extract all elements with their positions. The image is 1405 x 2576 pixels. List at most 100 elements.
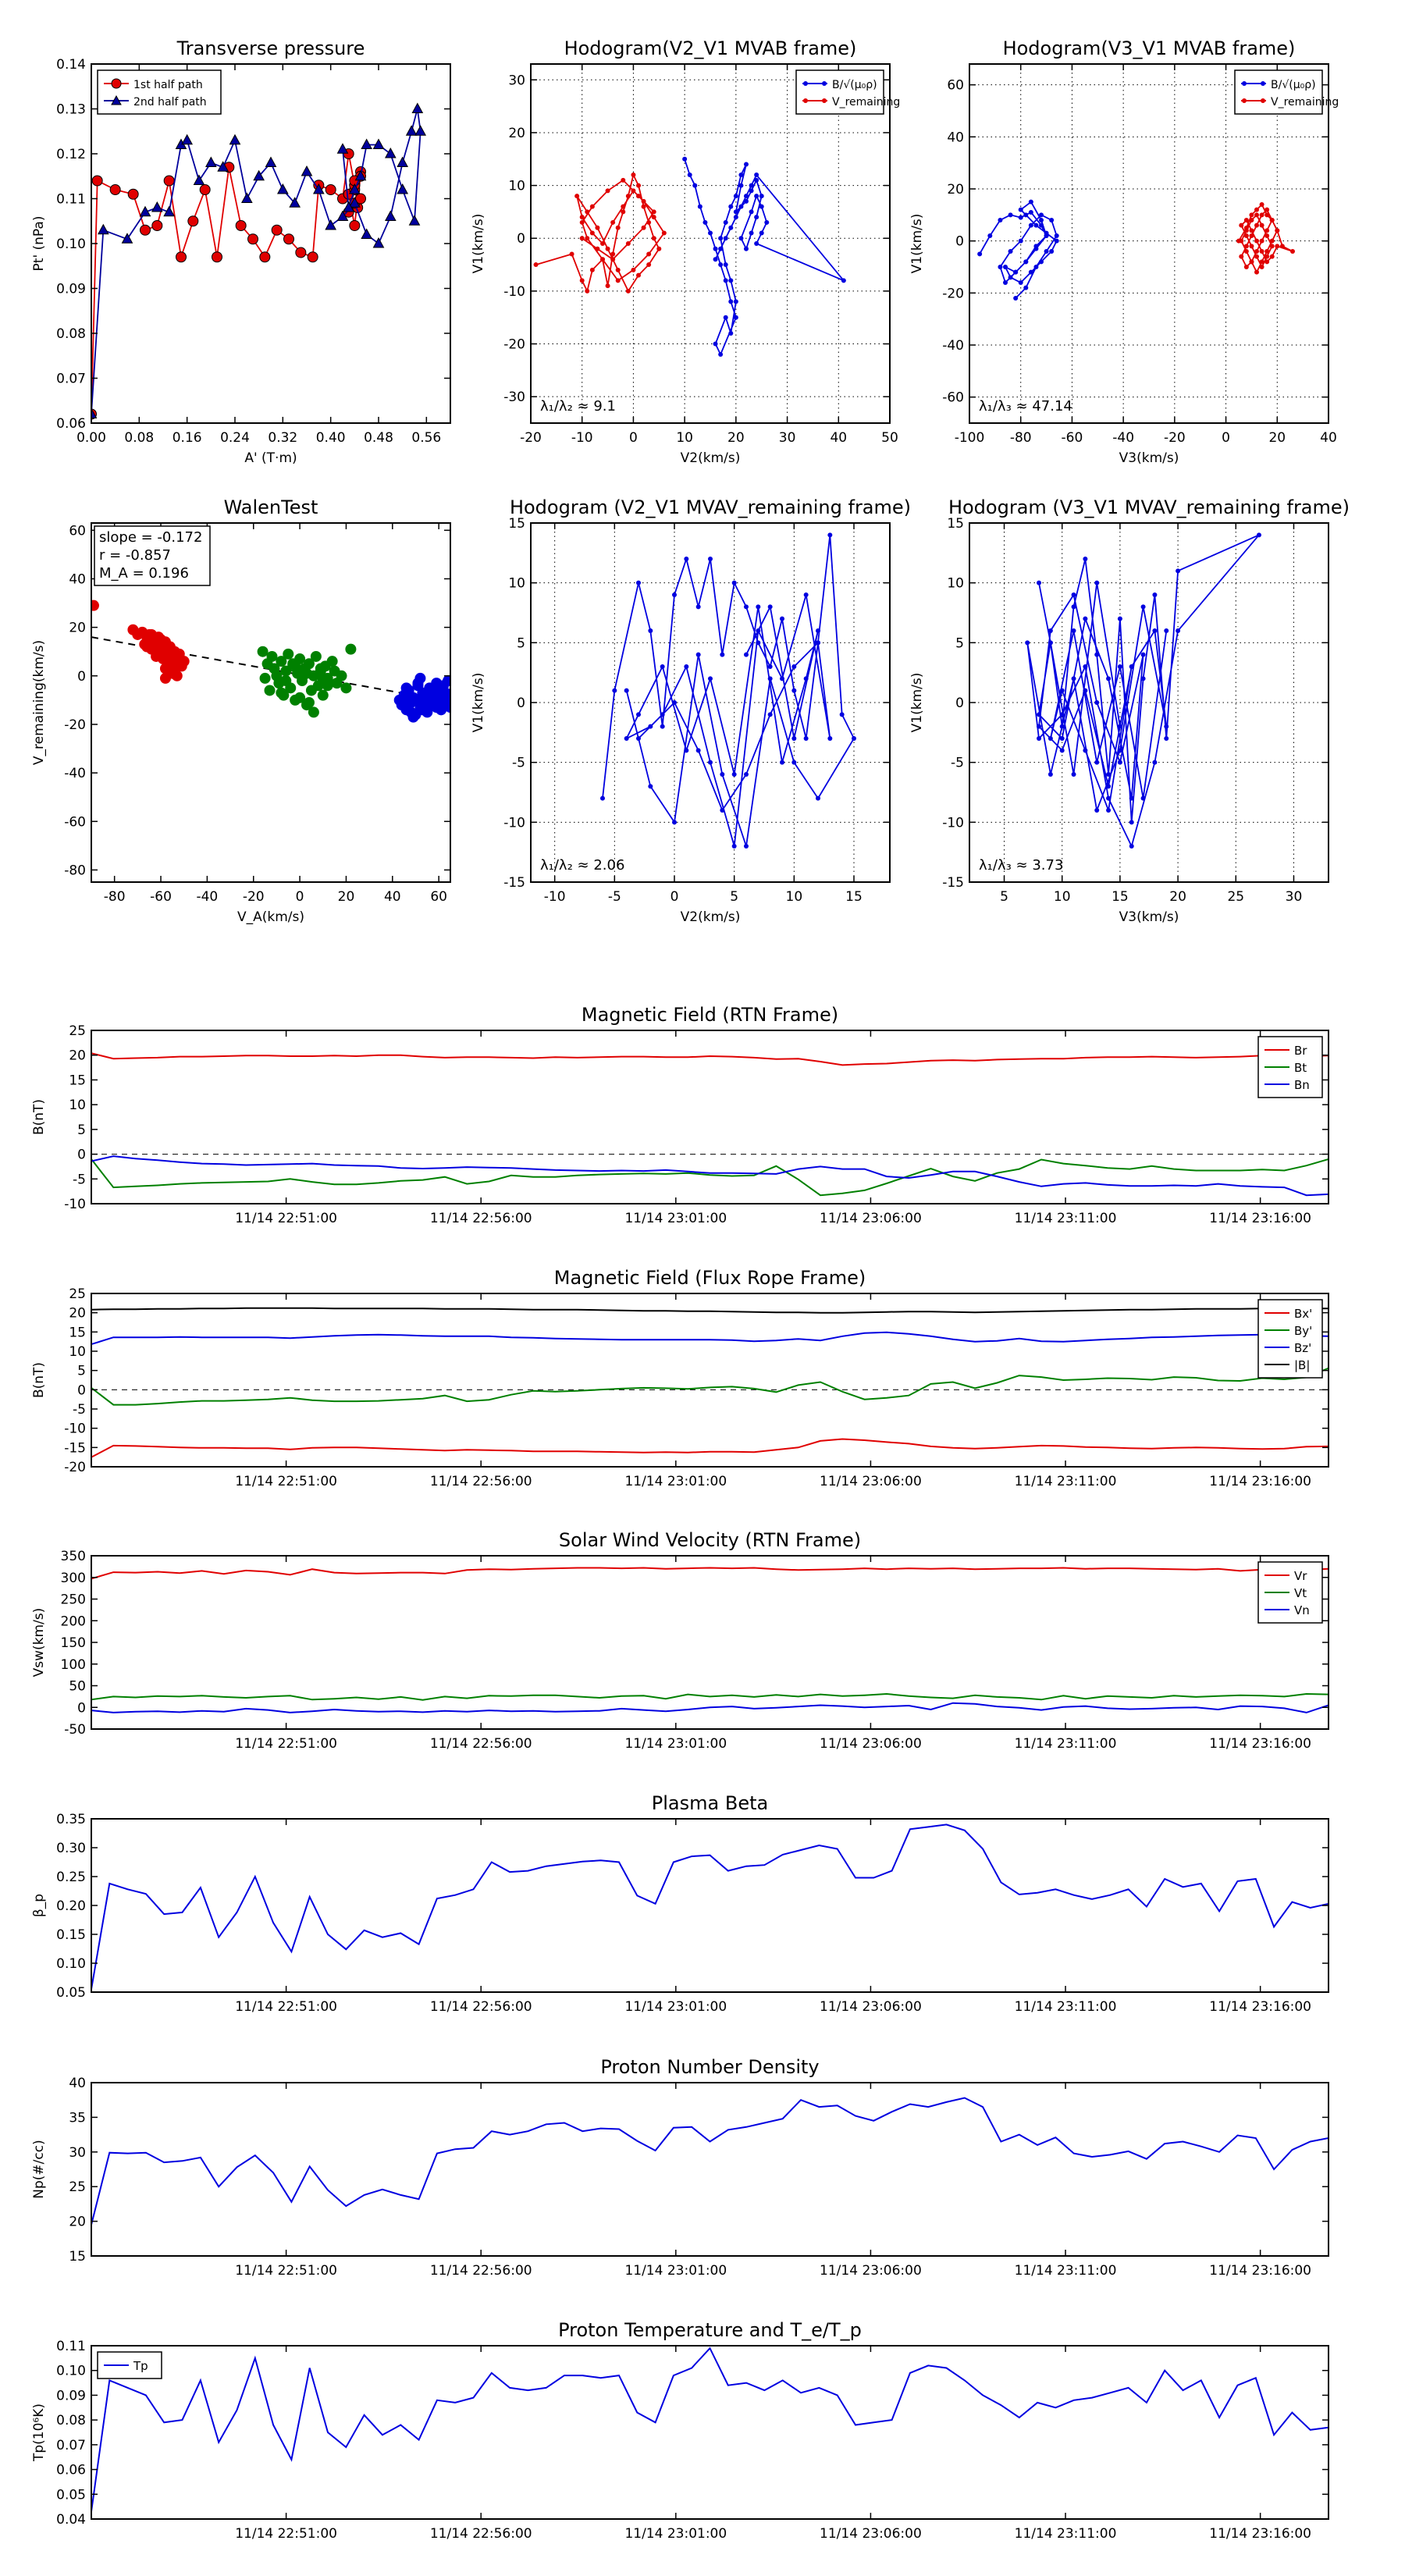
x-tick-label: 11/14 23:01:00	[624, 1999, 727, 2015]
fit-line	[91, 636, 450, 703]
data-point	[651, 209, 656, 215]
series-line	[91, 1155, 1329, 1197]
series-line	[91, 1331, 1329, 1346]
y-tick-label: 20	[508, 126, 525, 141]
data-point	[579, 215, 585, 220]
data-point	[1140, 604, 1146, 610]
legend-box	[1234, 69, 1323, 115]
data-point	[1269, 254, 1275, 259]
data-point	[749, 183, 754, 188]
data-point	[407, 711, 419, 723]
x-tick-label: -40	[196, 889, 218, 905]
data-point	[276, 183, 289, 194]
y-tick-label: -10	[503, 284, 525, 300]
chart-title: Hodogram (V2_V1 MVAV_remaining frame)	[510, 496, 911, 518]
x-tick-label: 11/14 23:11:00	[1015, 2263, 1117, 2279]
data-point	[841, 278, 846, 283]
data-point	[636, 736, 641, 741]
x-tick-label: -80	[104, 889, 126, 905]
y-tick-label: 350	[61, 1549, 86, 1564]
data-point	[405, 125, 418, 136]
data-point	[780, 676, 784, 681]
x-tick-label: 0	[670, 889, 679, 905]
data-point	[271, 224, 283, 236]
data-point	[1279, 244, 1285, 249]
y-tick-label: 0.30	[56, 1841, 86, 1856]
y-tick-label: 0	[77, 1700, 86, 1716]
data-point	[317, 672, 329, 684]
data-point	[139, 205, 151, 217]
y-axis-label: Pt' (nPa)	[31, 216, 47, 272]
y-tick-label: 250	[61, 1592, 86, 1608]
data-point	[187, 215, 199, 227]
data-point	[738, 173, 744, 178]
y-axis-label: β_p	[31, 1894, 47, 1917]
data-point	[764, 219, 770, 225]
legend: B/√(μ₀ρ) V_remaining	[795, 69, 900, 115]
data-point	[754, 194, 759, 199]
y-tick-label: -40	[64, 766, 86, 781]
data-point	[1264, 233, 1270, 238]
data-point	[589, 267, 595, 272]
data-point	[605, 188, 610, 194]
y-tick-label: -80	[64, 863, 86, 878]
x-axis-label: V_A(km/s)	[237, 909, 304, 925]
legend: B/√(μ₀ρ) V_remaining	[1234, 69, 1339, 115]
data-point	[641, 225, 646, 230]
data-point	[660, 664, 665, 669]
x-tick-label: -10	[544, 889, 566, 905]
hodo1-chart: -20 -10 0 10 20 30 40 50 -30 -20 -10 0 10 20 30 Hodogra…	[471, 37, 900, 466]
x-tick-label: 11/14 22:51:00	[235, 2526, 337, 2542]
data-point	[97, 223, 109, 235]
legend-box	[97, 69, 222, 115]
data-point	[1071, 772, 1076, 777]
legend-label: B/√(μ₀ρ)	[1271, 79, 1316, 91]
series-line	[684, 158, 845, 357]
x-tick-label: 10	[1054, 889, 1071, 905]
chart-title: Proton Number Density	[600, 2056, 819, 2078]
data-point	[414, 125, 427, 136]
data-point	[728, 225, 734, 230]
y-tick-label: -40	[942, 338, 964, 354]
data-point	[749, 188, 754, 194]
data-point	[1254, 222, 1259, 228]
data-point	[672, 820, 677, 825]
series-Bt-1	[91, 1158, 1329, 1197]
data-point	[733, 315, 738, 320]
data-point	[610, 257, 616, 262]
data-point	[1039, 218, 1044, 222]
y-tick-label: -20	[64, 1460, 86, 1475]
data-point	[744, 246, 749, 251]
data-point	[651, 215, 656, 220]
data-point	[720, 652, 725, 657]
data-point	[610, 219, 616, 225]
pt-chart: 0.00 0.08 0.16 0.24 0.32 0.40 0.48 0.56 0.06 0.07…	[31, 37, 451, 466]
data-point	[1264, 212, 1270, 218]
data-point	[240, 192, 253, 203]
data-point	[791, 664, 797, 669]
series-line	[91, 2097, 1329, 2226]
data-point	[315, 663, 326, 674]
data-point	[533, 262, 539, 268]
series-line	[91, 1158, 1329, 1197]
axes-frame	[91, 1818, 1329, 1993]
y-tick-label: 0.25	[56, 1870, 86, 1885]
data-point	[1008, 249, 1013, 254]
data-point	[1049, 249, 1055, 254]
y-tick-label: -10	[64, 1421, 86, 1437]
x-tick-label: 15	[1112, 889, 1129, 905]
data-point	[264, 685, 276, 696]
x-tick-label: 60	[430, 889, 447, 905]
data-point	[1243, 233, 1249, 238]
data-point	[336, 210, 349, 221]
y-tick-label: 0.05	[56, 2487, 86, 2503]
data-point	[1033, 246, 1039, 251]
y-tick-label: 0.10	[56, 1956, 86, 1972]
data-point	[1028, 210, 1033, 215]
data-point	[301, 667, 312, 679]
y-tick-label: 0.08	[56, 2413, 86, 2428]
legend-label: Bz'	[1294, 1341, 1311, 1355]
legend-label: By'	[1294, 1324, 1312, 1338]
x-axis-label: V3(km/s)	[1119, 909, 1179, 925]
y-tick-label: 20	[947, 182, 964, 197]
